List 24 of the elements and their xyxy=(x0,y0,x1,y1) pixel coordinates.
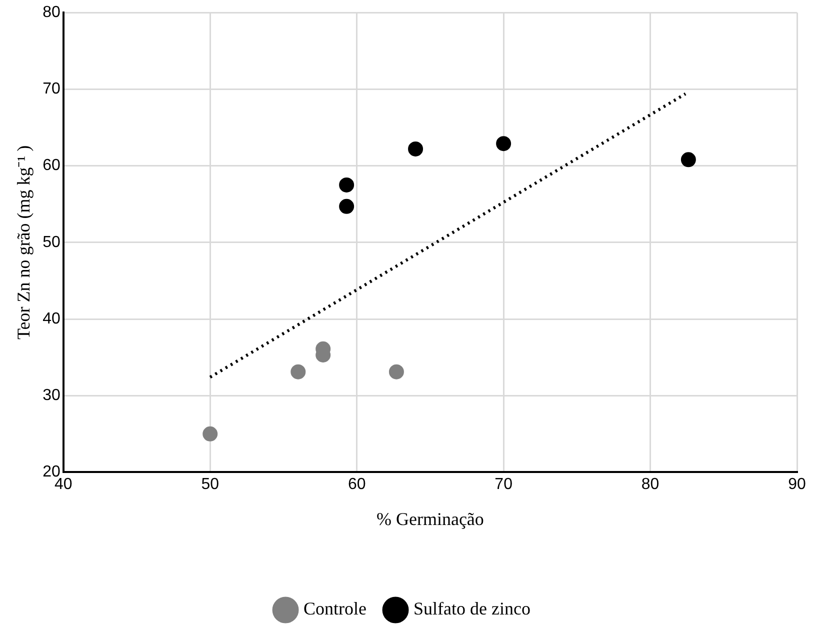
point xyxy=(202,426,218,442)
x-tick-label: 80 xyxy=(641,476,660,494)
y-tick-label: 30 xyxy=(42,387,60,404)
y-axis-title: Teor Zn no grão (mg kg⁻¹ ) xyxy=(14,145,34,340)
point xyxy=(388,364,404,380)
point xyxy=(496,136,512,152)
y-tick-label: 60 xyxy=(42,157,60,174)
y-tick-label: 80 xyxy=(42,4,60,22)
x-axis-title: % Germinação xyxy=(376,508,484,529)
point xyxy=(339,198,354,214)
x-tick-label: 90 xyxy=(788,476,806,494)
point xyxy=(290,364,306,380)
x-tick-label: 40 xyxy=(54,476,72,494)
x-tick-label: 50 xyxy=(201,476,220,494)
point xyxy=(339,177,354,192)
legend-label: Sulfato de zinco xyxy=(414,598,530,619)
y-tick-label: 70 xyxy=(42,80,60,98)
point xyxy=(680,152,696,168)
point xyxy=(408,141,424,156)
y-tick-label: 40 xyxy=(42,310,60,328)
legend-label: Controle xyxy=(304,598,367,619)
y-tick-label: 50 xyxy=(42,234,60,251)
x-tick-label: 70 xyxy=(494,476,513,494)
x-tick-label: 60 xyxy=(348,476,366,494)
